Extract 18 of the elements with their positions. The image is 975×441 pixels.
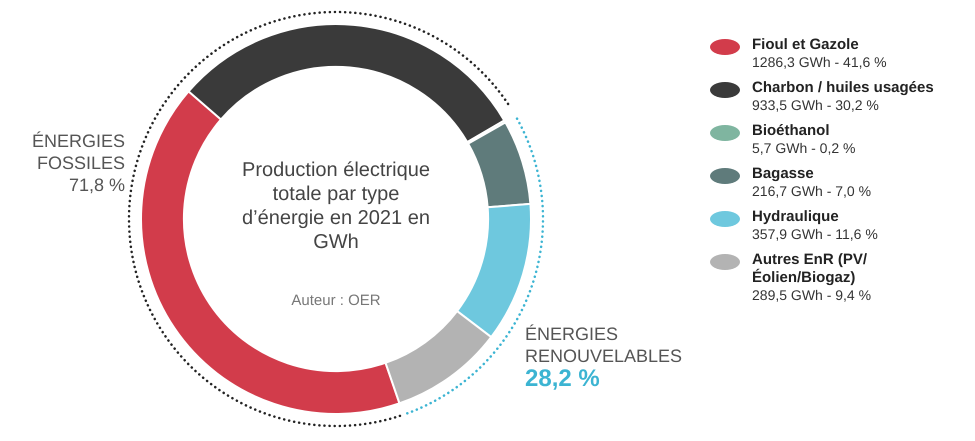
text: 28,2 % xyxy=(525,365,601,392)
legend-label: Charbon / huiles usagées xyxy=(752,79,934,97)
data-label: 289,5 GWh - 9,4 % xyxy=(752,287,872,304)
legend-label: Hydraulique xyxy=(752,208,840,226)
text: ÉNERGIES FOSSILES xyxy=(30,130,125,174)
legend-label: Bioéthanol xyxy=(752,122,830,140)
legend-label: Bagasse xyxy=(752,165,815,183)
text: Auteur : OER xyxy=(290,292,382,309)
data-label: 216,7 GWh - 7,0 % xyxy=(752,183,872,200)
text: Production électrique totale par type d’énergie en 2021 en GWh xyxy=(241,158,431,254)
legend-label: Autres EnR (PV/Éolien/Biogaz) xyxy=(752,251,868,287)
data-label: 1286,3 GWh - 41,6 % xyxy=(752,54,887,71)
text: 71,8 % xyxy=(68,174,125,196)
text: ÉNERGIES RENOUVELABLES xyxy=(525,323,684,367)
data-label: 5,7 GWh - 0,2 % xyxy=(752,140,856,157)
legend-label: Fioul et Gazole xyxy=(752,36,860,54)
data-label: 357,9 GWh - 11,6 % xyxy=(752,226,878,243)
data-label: 933,5 GWh - 30,2 % xyxy=(752,97,880,114)
